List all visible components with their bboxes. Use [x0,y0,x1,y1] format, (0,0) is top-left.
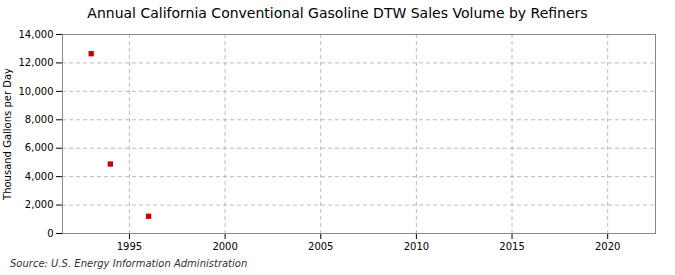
svg-text:0: 0 [47,228,53,239]
svg-text:2005: 2005 [308,241,333,252]
svg-text:4,000: 4,000 [25,171,54,182]
html-text:Annual California Conventional: Annual California Conventional Gasoline … [87,5,588,21]
html-text:Source: U.S. Energy Informatio: Source: U.S. Energy Information Administ… [10,258,248,269]
svg-text:2,000: 2,000 [25,199,54,210]
svg-text:2020: 2020 [595,241,620,252]
svg-text:12,000: 12,000 [19,57,54,68]
svg-text:2000: 2000 [212,241,237,252]
svg-text:6,000: 6,000 [25,142,54,153]
svg-text:10,000: 10,000 [19,86,54,97]
svg-text:2010: 2010 [404,241,429,252]
svg-text:14,000: 14,000 [19,29,54,40]
svg-text:1995: 1995 [117,241,142,252]
svg-text:Thousand Gallons per Day: Thousand Gallons per Day [2,68,13,201]
svg-text:2015: 2015 [499,241,524,252]
svg-text:8,000: 8,000 [25,114,54,125]
